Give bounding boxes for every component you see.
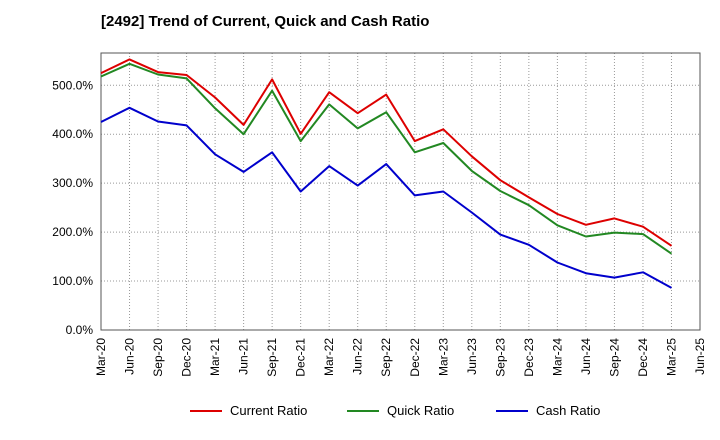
grid-layer — [100, 53, 701, 331]
series-line-quick-ratio — [100, 62, 673, 255]
x-tick-label: Jun-25 — [693, 338, 707, 375]
legend-label-cash-ratio: Cash Ratio — [536, 403, 600, 418]
x-tick-label: Jun-24 — [579, 338, 593, 375]
x-tick-label: Jun-23 — [465, 338, 479, 375]
x-tick-label: Dec-20 — [180, 338, 194, 377]
x-tick-label: Mar-25 — [664, 338, 678, 376]
plot-frame — [100, 52, 701, 331]
x-tick-label: Mar-24 — [550, 338, 564, 376]
y-tick-label: 300.0% — [52, 176, 93, 190]
legend: Current Ratio Quick Ratio Cash Ratio — [190, 403, 600, 418]
x-tick-label: Jun-21 — [237, 338, 251, 375]
x-tick-label: Dec-24 — [636, 338, 650, 377]
x-tick-label: Mar-21 — [208, 338, 222, 376]
y-tick-label: 200.0% — [52, 225, 93, 239]
x-tick-label: Sep-23 — [493, 338, 507, 377]
series-layer — [100, 58, 673, 289]
y-tick-label: 100.0% — [52, 274, 93, 288]
x-tick-label: Mar-20 — [94, 338, 108, 376]
x-tick-label: Mar-22 — [322, 338, 336, 376]
y-tick-label: 400.0% — [52, 127, 93, 141]
axis-layer: 0.0% 100.0% 200.0% 300.0% 400.0% 500.0% Mar-20… — [52, 52, 707, 377]
y-tick-label: 0.0% — [66, 323, 94, 337]
x-tick-label: Dec-23 — [522, 338, 536, 377]
series-line-current-ratio — [100, 58, 673, 247]
legend-label-quick-ratio: Quick Ratio — [387, 403, 454, 418]
x-tick-label: Dec-22 — [408, 338, 422, 377]
x-tick-label: Sep-22 — [379, 338, 393, 377]
legend-label-current-ratio: Current Ratio — [230, 403, 307, 418]
x-tick-label: Mar-23 — [436, 338, 450, 376]
x-tick-label: Jun-22 — [351, 338, 365, 375]
y-tick-label: 500.0% — [52, 78, 93, 92]
series-line-cash-ratio — [100, 106, 672, 289]
x-tick-label: Sep-20 — [151, 338, 165, 377]
x-tick-label: Sep-24 — [607, 338, 621, 377]
chart-title: [2492] Trend of Current, Quick and Cash … — [101, 13, 429, 30]
x-tick-label: Dec-21 — [294, 338, 308, 377]
x-tick-label: Jun-20 — [123, 338, 137, 375]
x-tick-label: Sep-21 — [265, 338, 279, 377]
